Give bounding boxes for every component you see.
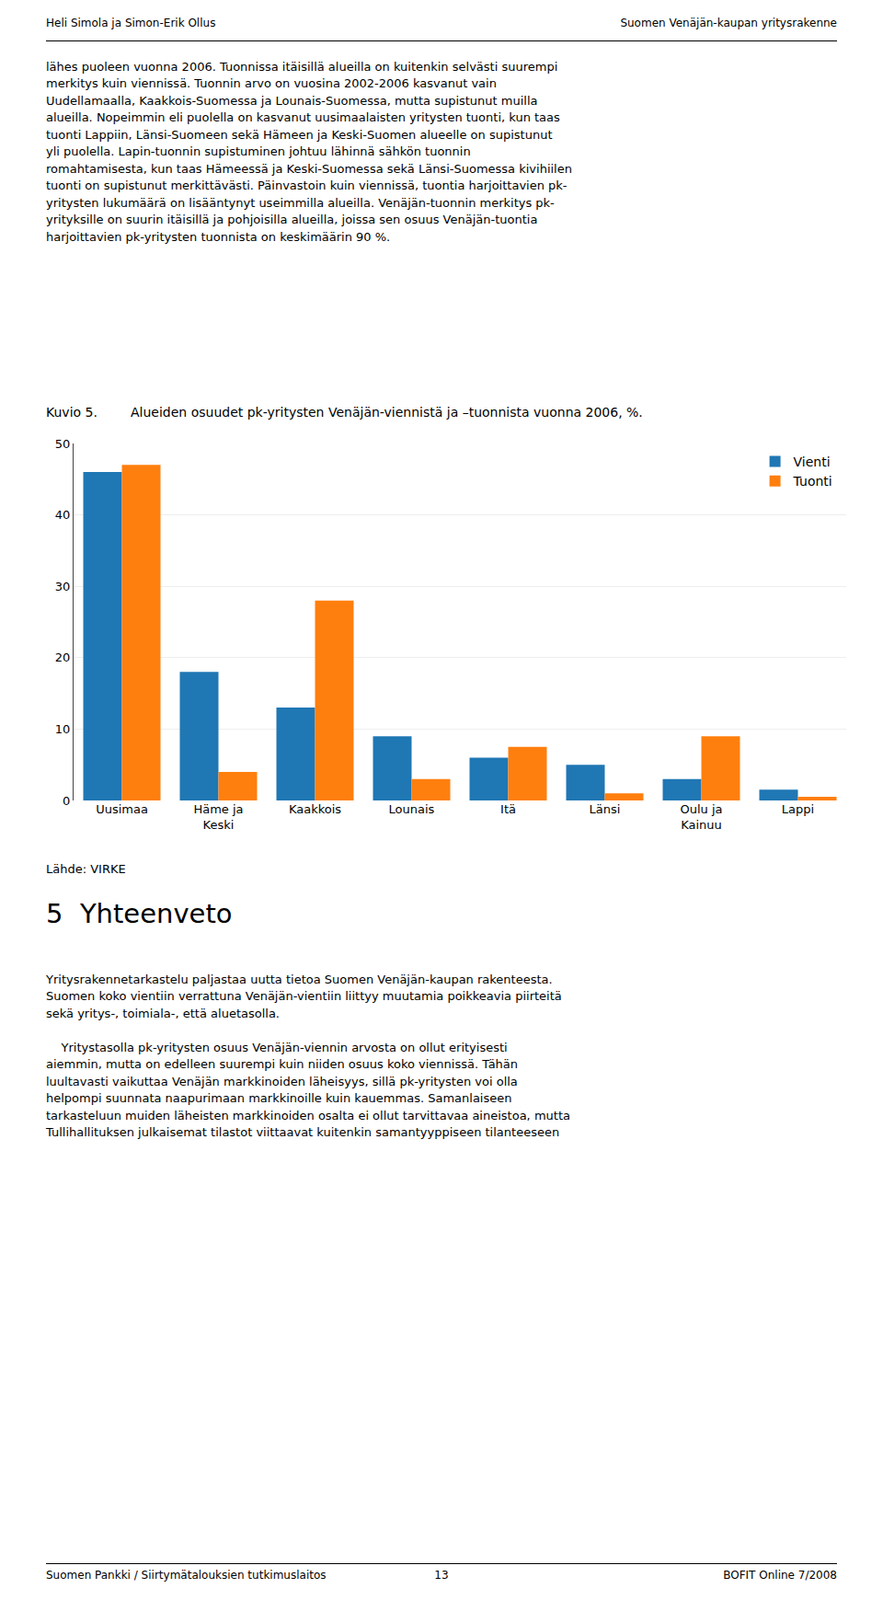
svg-text:Lounais: Lounais: [389, 802, 436, 816]
html-text:Yritystasolla pk-yritysten osu: Yritystasolla pk-yritysten osuus Venäjän…: [45, 1040, 571, 1139]
html-text:Lähde: VIRKE: Lähde: VIRKE: [45, 861, 126, 876]
svg-text:Länsi: Länsi: [589, 802, 621, 816]
html-text:lähes puoleen vuonna 2006. Tuo: lähes puoleen vuonna 2006. Tuonnissa itä…: [45, 59, 573, 244]
svg-text:50: 50: [55, 436, 71, 451]
svg-text:20: 20: [55, 650, 71, 665]
html-text:13: 13: [434, 1568, 449, 1582]
html-text:Alueiden osuudet pk-yritysten: Alueiden osuudet pk-yritysten Venäjän-vi…: [130, 404, 643, 420]
html-text:Suomen Pankki / Siirtymätalouk: Suomen Pankki / Siirtymätalouksien tutki…: [45, 1568, 327, 1582]
svg-text:Oulu jaKainuu: Oulu jaKainuu: [679, 802, 723, 832]
svg-text:Häme jaKeski: Häme jaKeski: [193, 802, 243, 832]
svg-text:Kaakkois: Kaakkois: [288, 802, 342, 816]
svg-text:Uusimaa: Uusimaa: [95, 802, 149, 816]
svg-text:40: 40: [55, 507, 71, 522]
svg-text:Vienti: Vienti: [793, 454, 831, 470]
svg-text:Itä: Itä: [500, 802, 517, 816]
svg-text:Lappi: Lappi: [781, 802, 815, 816]
html-text:BOFIT Online 7/2008: BOFIT Online 7/2008: [723, 1568, 838, 1582]
html-text:Heli Simola ja Simon-Erik Ollu: Heli Simola ja Simon-Erik Ollus: [45, 16, 216, 30]
svg-text:10: 10: [55, 722, 71, 736]
svg-text:30: 30: [55, 579, 71, 594]
html-text:5 Yhteenveto: 5 Yhteenveto: [45, 897, 233, 929]
html-text:Yritysrakennetarkastelu paljas: Yritysrakennetarkastelu paljastaa uutta …: [45, 972, 562, 1020]
svg-text:0: 0: [62, 793, 70, 808]
html-text:Suomen Venäjän-kaupan yritysra: Suomen Venäjän-kaupan yritysrakenne: [620, 16, 838, 30]
svg-text:Tuonti: Tuonti: [792, 473, 833, 489]
html-text:Kuvio 5.: Kuvio 5.: [45, 404, 98, 420]
